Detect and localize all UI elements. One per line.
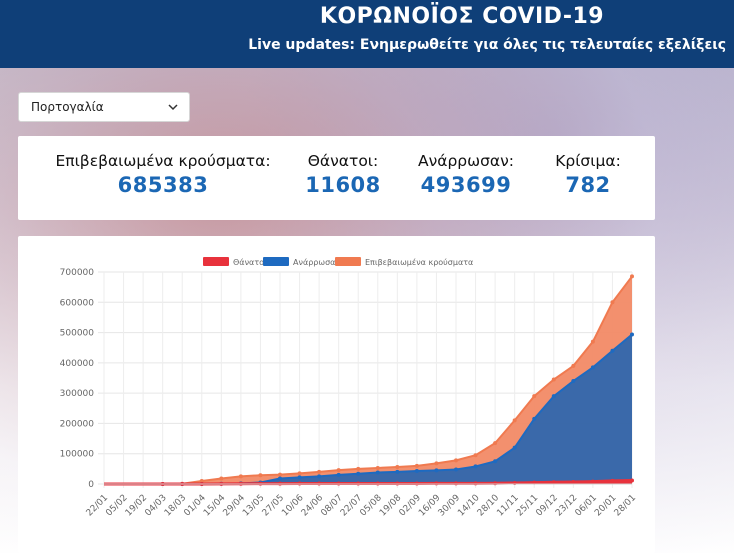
chevron-down-icon bbox=[168, 104, 178, 111]
point-confirmed bbox=[297, 471, 302, 476]
stats-panel: Επιβεβαιωμένα κρούσματα: 685383 Θάνατοι:… bbox=[18, 136, 655, 220]
point-confirmed bbox=[434, 461, 439, 466]
point-deaths bbox=[356, 481, 361, 486]
stat-recovered-label: Ανάρρωσαν: bbox=[417, 152, 515, 170]
point-deaths bbox=[375, 481, 380, 486]
point-recovered bbox=[512, 445, 517, 450]
point-deaths bbox=[454, 481, 458, 486]
chart-axes: 22/0105/0219/0204/0318/0301/0415/0429/04… bbox=[85, 483, 638, 518]
point-confirmed bbox=[532, 394, 537, 399]
y-tick-label: 700000 bbox=[60, 268, 95, 278]
point-confirmed bbox=[630, 274, 634, 279]
stat-confirmed-label: Επιβεβαιωμένα κρούσματα: bbox=[55, 152, 271, 170]
point-recovered bbox=[551, 394, 556, 399]
point-recovered bbox=[493, 459, 498, 464]
point-deaths bbox=[610, 478, 615, 483]
point-confirmed bbox=[219, 476, 224, 481]
point-recovered bbox=[278, 476, 282, 481]
point-confirmed bbox=[571, 363, 576, 368]
chart-legend: Θάνατοι Ανάρρωσαν Επιβεβαιωμένα κρούσματα bbox=[203, 257, 473, 267]
stat-recovered-value: 493699 bbox=[420, 173, 512, 197]
point-recovered bbox=[434, 468, 439, 473]
point-confirmed bbox=[590, 339, 595, 344]
stat-critical-value: 782 bbox=[565, 173, 611, 197]
stat-confirmed-value: 685383 bbox=[117, 173, 209, 197]
y-tick-label: 100000 bbox=[60, 450, 95, 460]
point-confirmed bbox=[278, 472, 282, 477]
stat-deaths-label: Θάνατοι: bbox=[307, 152, 379, 170]
point-recovered bbox=[336, 472, 341, 477]
point-recovered bbox=[395, 469, 400, 474]
point-deaths bbox=[414, 481, 419, 486]
point-recovered bbox=[375, 470, 380, 475]
point-confirmed bbox=[375, 465, 380, 470]
point-recovered bbox=[473, 464, 478, 469]
covid-area-chart: Θάνατοι Ανάρρωσαν Επιβεβαιωμένα κρούσματα … bbox=[60, 257, 638, 518]
point-confirmed bbox=[258, 473, 263, 478]
point-recovered bbox=[454, 467, 458, 472]
line-confirmed bbox=[104, 275, 633, 485]
country-select[interactable]: Πορτογαλία bbox=[18, 92, 190, 122]
legend-label: Θάνατοι bbox=[233, 258, 267, 267]
legend-label: Ανάρρωσαν bbox=[293, 258, 340, 267]
y-tick-label: 600000 bbox=[60, 298, 95, 308]
point-recovered bbox=[610, 348, 615, 353]
point-confirmed bbox=[493, 441, 498, 446]
area-recovered bbox=[104, 334, 632, 484]
y-tick-label: 400000 bbox=[60, 359, 95, 369]
x-tick-label: 28/01 bbox=[613, 493, 638, 518]
point-confirmed bbox=[414, 463, 419, 468]
page-title: ΚΟΡΩΝΟΪΟΣ COVID-19 bbox=[319, 4, 605, 29]
point-confirmed bbox=[356, 466, 361, 471]
point-recovered bbox=[297, 475, 302, 480]
legend-swatch bbox=[335, 257, 361, 266]
point-confirmed bbox=[199, 478, 204, 483]
point-recovered bbox=[571, 379, 576, 384]
legend-swatch bbox=[263, 257, 289, 266]
chart-card: Θάνατοι Ανάρρωσαν Επιβεβαιωμένα κρούσματα … bbox=[18, 236, 655, 553]
point-recovered bbox=[356, 471, 361, 476]
point-deaths bbox=[434, 481, 439, 486]
y-tick-label: 300000 bbox=[60, 389, 95, 399]
point-deaths bbox=[590, 479, 595, 484]
y-tick-label: 0 bbox=[88, 480, 94, 490]
point-deaths bbox=[571, 480, 576, 484]
point-deaths bbox=[630, 478, 634, 483]
stat-recovered: Ανάρρωσαν: 493699 bbox=[411, 152, 521, 197]
point-confirmed bbox=[454, 458, 458, 463]
y-tick-label: 200000 bbox=[60, 419, 95, 429]
point-deaths bbox=[473, 481, 478, 486]
stat-confirmed: Επιβεβαιωμένα κρούσματα: 685383 bbox=[48, 152, 278, 197]
point-deaths bbox=[551, 480, 556, 485]
point-deaths bbox=[493, 481, 498, 486]
point-confirmed bbox=[473, 453, 478, 458]
y-tick-label: 500000 bbox=[60, 329, 95, 339]
stat-deaths-value: 11608 bbox=[305, 173, 381, 197]
point-recovered bbox=[630, 332, 634, 337]
stat-deaths: Θάνατοι: 11608 bbox=[298, 152, 388, 197]
legend-swatch bbox=[203, 257, 229, 266]
stat-critical: Κρίσιμα: 782 bbox=[543, 152, 633, 197]
site-header: ΚΟΡΩΝΟΪΟΣ COVID-19 Live updates: Ενημερω… bbox=[0, 0, 734, 68]
point-confirmed bbox=[610, 300, 615, 305]
point-confirmed bbox=[238, 474, 243, 479]
stat-critical-label: Κρίσιμα: bbox=[555, 152, 621, 170]
point-recovered bbox=[532, 416, 537, 421]
point-confirmed bbox=[551, 377, 556, 382]
page-subtitle: Live updates: Ενημερωθείτε για όλες τις … bbox=[248, 37, 726, 53]
chart-areas bbox=[104, 274, 634, 486]
point-recovered bbox=[590, 365, 595, 370]
point-recovered bbox=[317, 474, 322, 479]
point-confirmed bbox=[317, 469, 322, 474]
point-confirmed bbox=[512, 418, 517, 423]
point-recovered bbox=[414, 468, 419, 473]
point-deaths bbox=[395, 481, 400, 486]
country-select-value: Πορτογαλία bbox=[31, 100, 104, 114]
point-confirmed bbox=[336, 468, 341, 473]
legend-label: Επιβεβαιωμένα κρούσματα bbox=[365, 257, 473, 267]
point-confirmed bbox=[395, 465, 400, 470]
